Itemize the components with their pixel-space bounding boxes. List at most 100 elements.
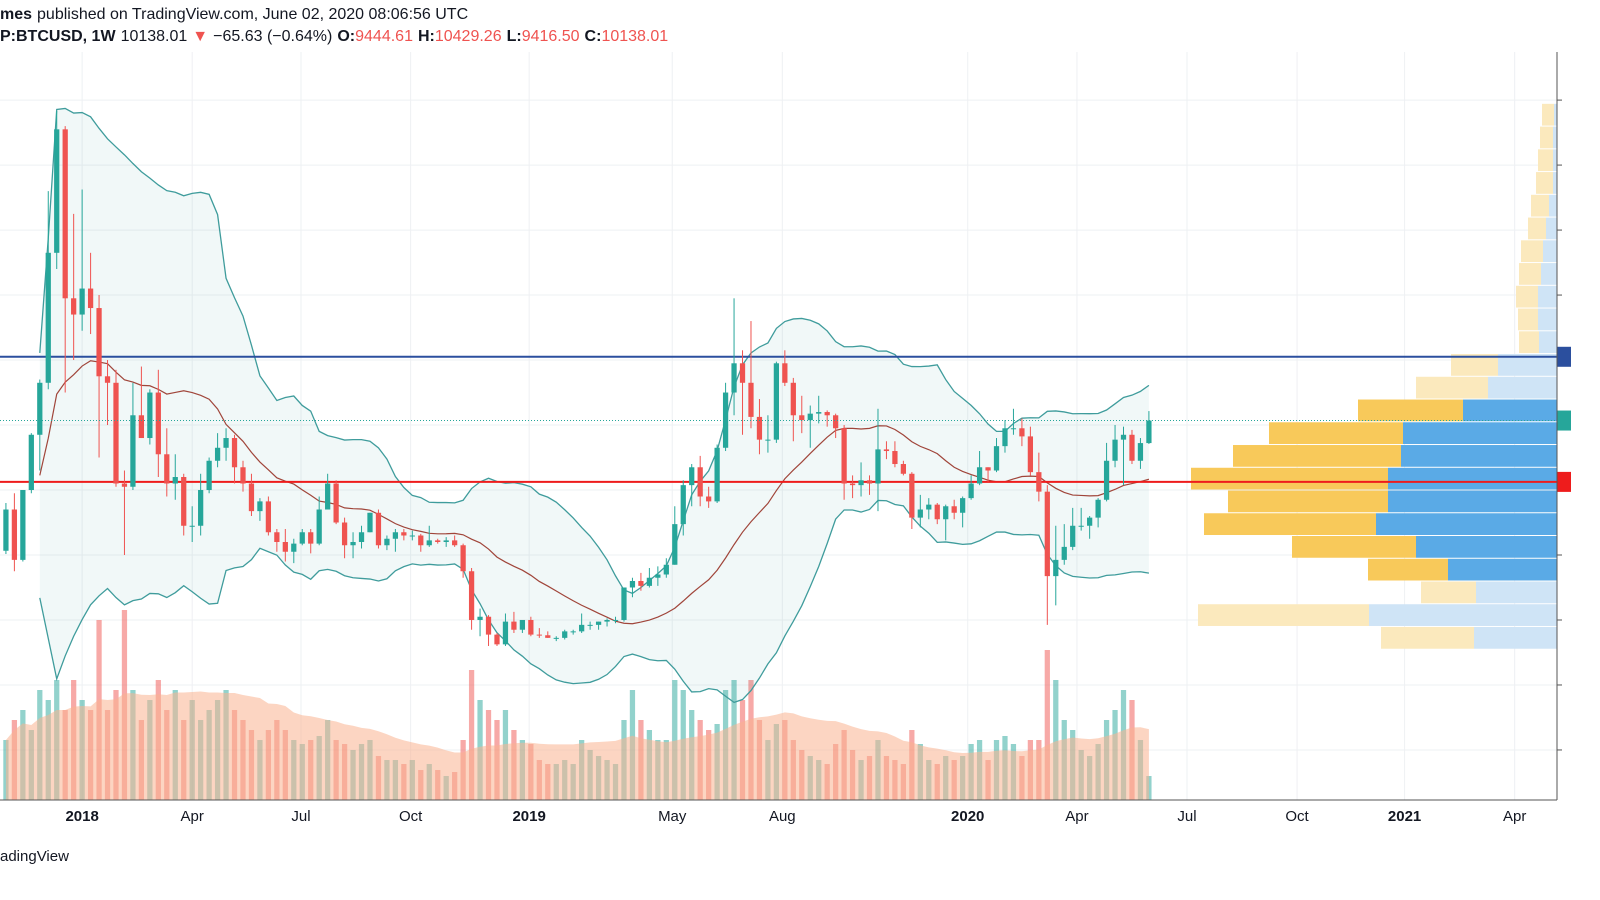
profile-down (1528, 217, 1546, 240)
candle-body (816, 412, 822, 414)
profile-down (1233, 445, 1401, 467)
candle-body (316, 509, 322, 544)
low: 9416.50 (521, 28, 580, 45)
candle-body (189, 525, 195, 527)
profile-down (1191, 467, 1388, 490)
candle-body (1137, 443, 1144, 461)
candle-body (943, 506, 949, 520)
x-tick-label: May (658, 808, 687, 825)
candle-body (130, 415, 136, 487)
profile-up (1388, 467, 1557, 490)
profile-up (1476, 581, 1557, 604)
candle-body (824, 412, 830, 416)
candle-body (223, 438, 229, 448)
profile-down (1198, 604, 1369, 626)
candle-body (375, 512, 382, 546)
candle-body (113, 382, 119, 484)
profile-up (1549, 194, 1557, 217)
candle-body (875, 449, 881, 484)
candle-body (28, 434, 34, 491)
x-tick-label: 2019 (512, 808, 545, 825)
candle-body (392, 532, 399, 539)
x-tick-label: Aug (769, 808, 796, 825)
candle-body (553, 637, 559, 639)
candle-body (282, 542, 288, 552)
candle-body (1002, 428, 1008, 447)
profile-up (1474, 626, 1557, 649)
candle-body (214, 447, 221, 461)
candle-body (1061, 546, 1067, 560)
candle-body (502, 621, 509, 645)
candle-body (570, 631, 576, 633)
candle-body (87, 288, 94, 309)
profile-up (1401, 445, 1557, 467)
close-label: C: (584, 28, 602, 45)
candle-body (841, 428, 847, 484)
candle-body (206, 460, 212, 491)
profile-down (1269, 422, 1403, 445)
footer: adingView (0, 848, 69, 865)
last-price: 10138.01 (120, 28, 188, 45)
x-tick-label: Apr (181, 808, 204, 825)
candle-body (722, 392, 729, 448)
profile-down (1421, 581, 1476, 604)
profile-up (1539, 331, 1557, 354)
candle-body (257, 501, 263, 512)
change: −65.63 (−0.64%) (213, 28, 333, 45)
candle-body (172, 477, 178, 484)
candle-body (951, 506, 957, 513)
profile-down (1292, 536, 1416, 558)
change-arrow: ▼ (192, 28, 209, 45)
candle-body (646, 577, 653, 586)
candle-body (54, 129, 60, 253)
candle-body (325, 483, 331, 510)
band-basis (39, 360, 1150, 625)
band-fill (39, 108, 1149, 703)
candle-body (426, 540, 432, 546)
candle-body (782, 363, 788, 383)
candle-body (341, 522, 348, 546)
candle-body (1112, 439, 1118, 461)
volume-ma (5, 691, 1149, 800)
candle-body (62, 129, 68, 299)
candle-body (181, 477, 187, 526)
candle-body (299, 532, 305, 544)
volume-bar (468, 670, 475, 800)
candle-body (934, 504, 940, 520)
candle-body (308, 532, 314, 544)
candle-body (1078, 525, 1084, 527)
candle-body (477, 616, 483, 620)
candle-body (155, 392, 161, 455)
candle-body (138, 415, 145, 439)
profile-up (1546, 217, 1557, 240)
profile-down (1518, 308, 1538, 331)
x-tick-label: 2018 (65, 808, 98, 825)
profile-up (1448, 558, 1557, 581)
author: mes (0, 6, 33, 23)
profile-down (1451, 354, 1498, 376)
candle-body (536, 634, 542, 636)
candle-body (11, 509, 18, 560)
open-label: O: (337, 28, 356, 45)
candle-body (790, 382, 796, 416)
candle-body (1027, 436, 1034, 473)
symbol: P:BTCUSD, 1W (0, 28, 116, 45)
profile-down (1521, 240, 1543, 263)
candle-body (1019, 428, 1025, 437)
level-tag (1557, 346, 1571, 367)
header: mes published on TradingView.com, June 02… (0, 4, 668, 48)
header-line: mes published on TradingView.com, June 02… (0, 4, 668, 26)
candle-body (866, 480, 873, 484)
candle-body (1087, 517, 1093, 526)
candle-body (401, 532, 407, 536)
profile-up (1463, 399, 1557, 422)
candle-body (240, 467, 246, 484)
candle-body (579, 624, 585, 632)
x-tick-label: Oct (1285, 808, 1309, 825)
candle-body (231, 438, 238, 468)
candle-body (519, 619, 526, 630)
high-label: H: (417, 28, 435, 45)
candle-body (799, 415, 805, 421)
profile-down (1416, 376, 1488, 399)
